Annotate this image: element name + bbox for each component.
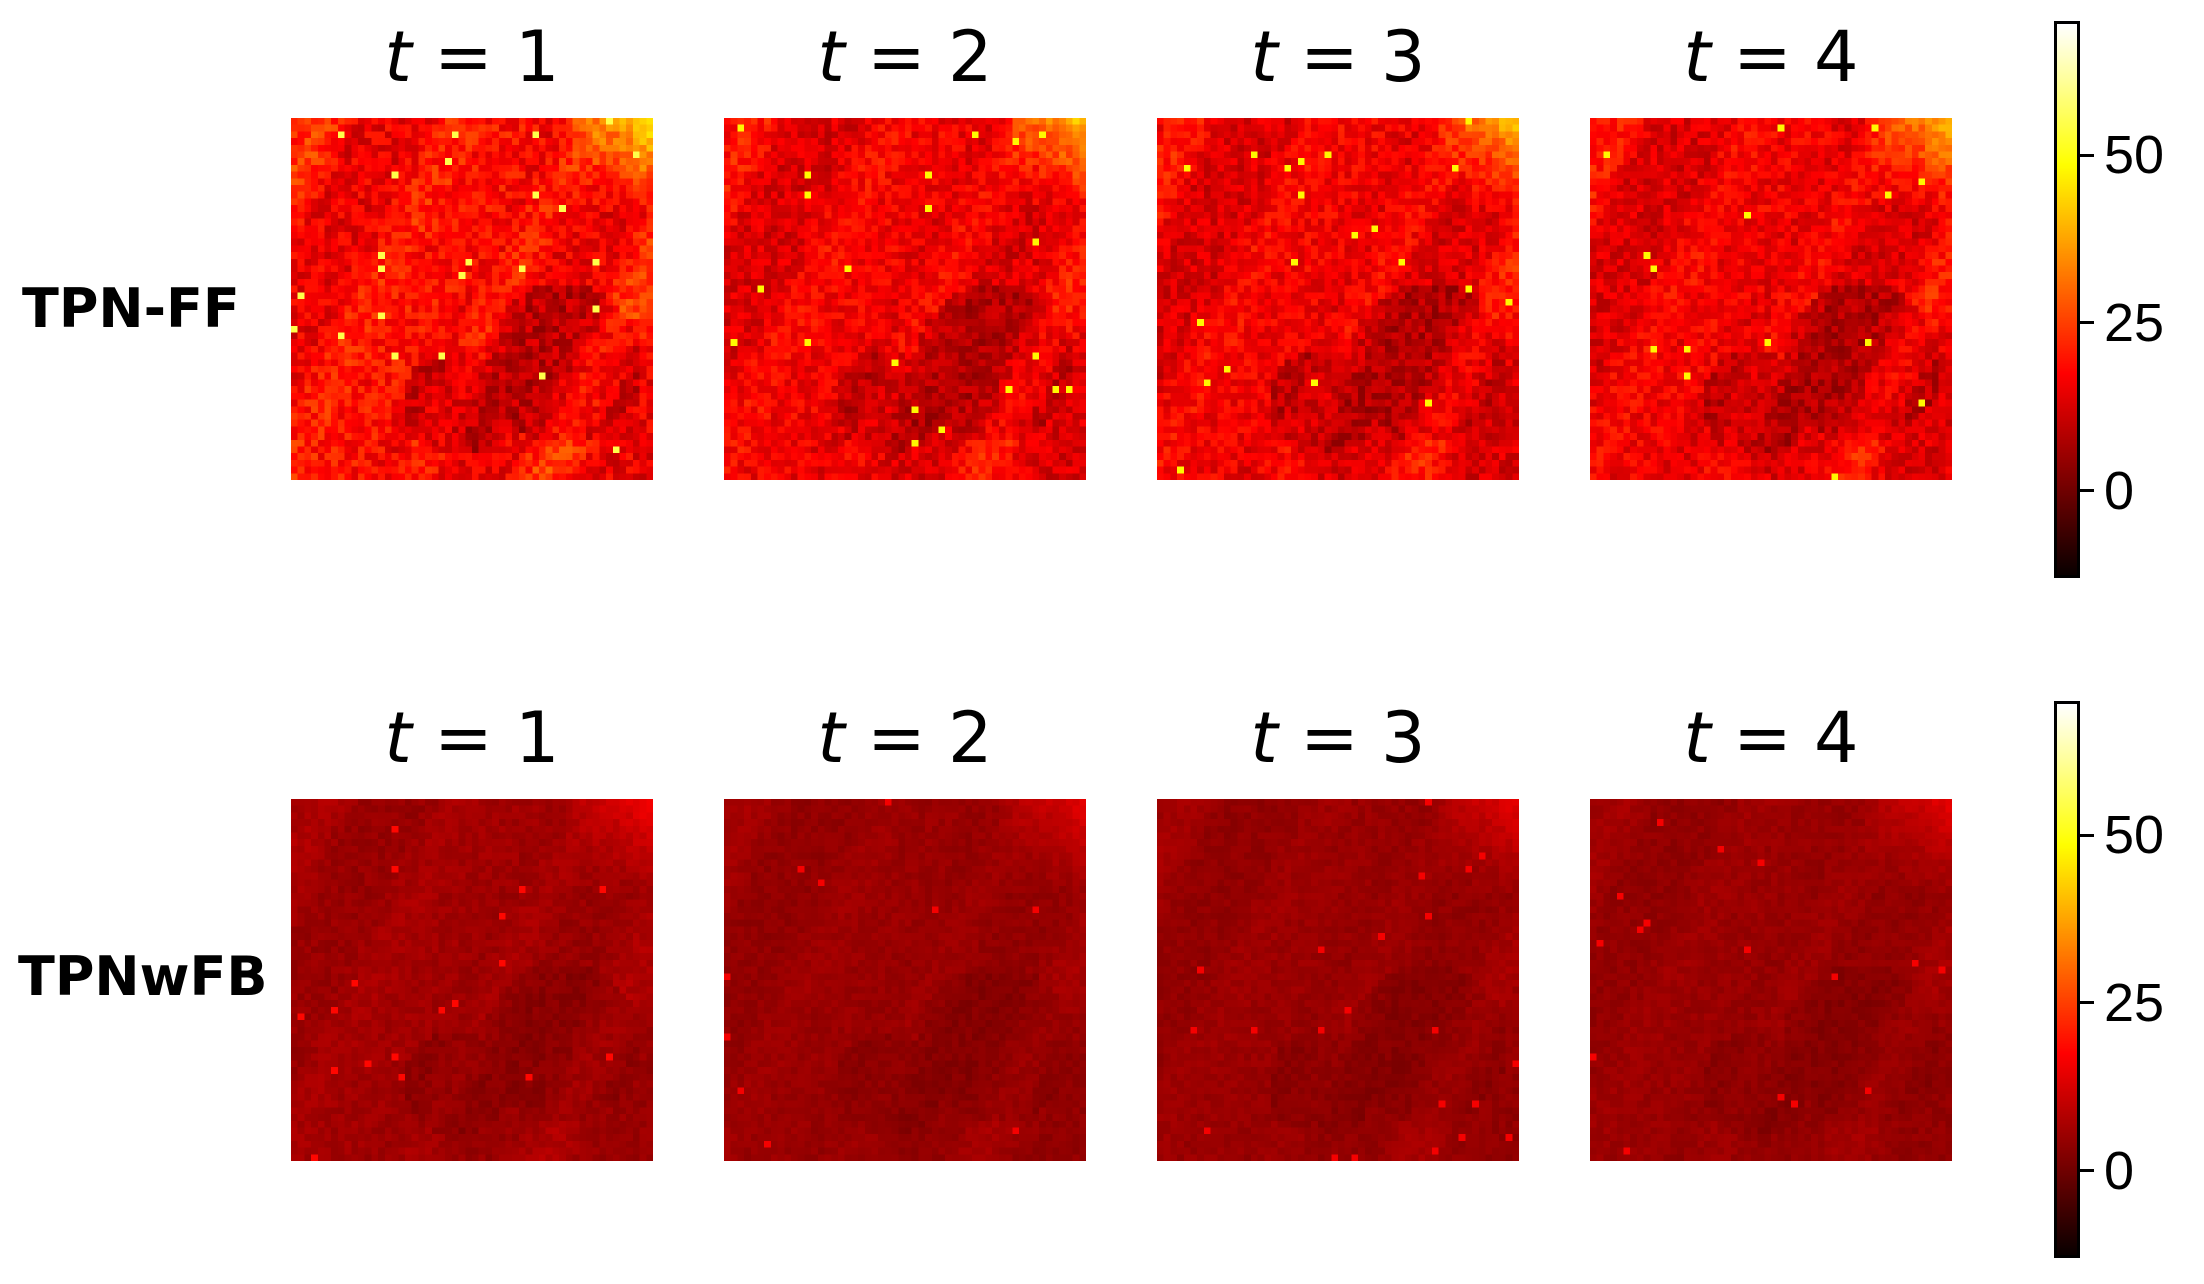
panel-title-row2-t2: t = 2 <box>817 697 993 779</box>
colorbar-tick-label: 0 <box>2104 1140 2135 1201</box>
heatmap-tpn-ff-t3 <box>1157 118 1519 480</box>
heatmap-tpn-ff-t4 <box>1590 118 1952 480</box>
heatmap-tpn-ff-t2 <box>724 118 1086 480</box>
panel-title-row1-t4: t = 4 <box>1683 16 1859 98</box>
row-label-tpn-ff: TPN-FF <box>22 277 240 340</box>
panel-title-row2-t1: t = 1 <box>384 697 560 779</box>
colorbar-tick-label: 50 <box>2104 805 2165 866</box>
heatmap-tpnwfb-t4 <box>1590 799 1952 1161</box>
panel-title-row1-t3: t = 3 <box>1250 16 1426 98</box>
colorbar-tick-label: 25 <box>2104 972 2165 1033</box>
heatmap-tpn-ff-t1 <box>291 118 653 480</box>
colorbar-tick <box>2080 153 2094 157</box>
colorbar-row1 <box>2054 21 2080 578</box>
panel-title-row2-t3: t = 3 <box>1250 697 1426 779</box>
panel-title-row1-t1: t = 1 <box>384 16 560 98</box>
heatmap-tpnwfb-t2 <box>724 799 1086 1161</box>
colorbar-tick <box>2080 1169 2094 1173</box>
panel-title-row2-t4: t = 4 <box>1683 697 1859 779</box>
colorbar-tick-label: 25 <box>2104 292 2165 353</box>
colorbar-tick <box>2080 321 2094 325</box>
colorbar-tick-label: 50 <box>2104 125 2165 186</box>
heatmap-tpnwfb-t3 <box>1157 799 1519 1161</box>
heatmap-tpnwfb-t1 <box>291 799 653 1161</box>
panel-title-row1-t2: t = 2 <box>817 16 993 98</box>
row-label-tpnwfb: TPNwFB <box>18 945 268 1008</box>
colorbar-tick-label: 0 <box>2104 460 2135 521</box>
colorbar-row2 <box>2054 701 2080 1258</box>
colorbar-tick <box>2080 1001 2094 1005</box>
colorbar-tick <box>2080 833 2094 837</box>
colorbar-tick <box>2080 489 2094 493</box>
